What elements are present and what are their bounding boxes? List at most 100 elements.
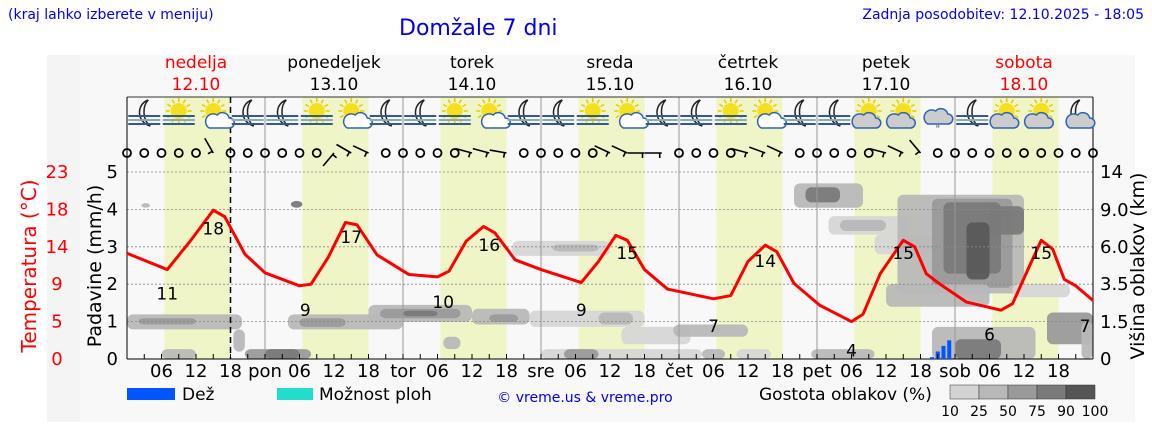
wind-barb-icon	[731, 147, 749, 158]
density-scale-label: 75	[1028, 404, 1046, 420]
calm-wind-icon	[536, 148, 546, 158]
sun-ray	[201, 114, 206, 119]
sun-fog-icon	[576, 98, 609, 125]
precip-tick-label: 1	[107, 312, 118, 333]
calm-wind-icon	[846, 148, 857, 158]
x-tick-label: 06	[150, 361, 173, 382]
calm-wind-icon	[1001, 148, 1012, 158]
barb-tick	[622, 151, 627, 158]
calm-wind-icon	[708, 148, 719, 158]
calm-wind-icon	[311, 148, 322, 158]
barb-tick	[346, 151, 351, 157]
day-date: 14.10	[448, 75, 497, 95]
sun-ray	[217, 99, 221, 104]
calm-wind-icon	[1088, 148, 1098, 158]
sun-ray	[910, 103, 915, 108]
calm-wind-icon	[950, 148, 960, 158]
calm-wind-icon	[380, 148, 391, 158]
density-scale-box	[949, 384, 980, 400]
density-scale-label: 10	[941, 404, 959, 420]
sun-ray	[493, 99, 497, 104]
moon-fog-icon	[266, 99, 299, 127]
barb-tick	[914, 150, 920, 156]
cloud-sun-icon	[851, 98, 882, 129]
sun-ray	[171, 99, 175, 104]
calm-wind-icon	[984, 148, 995, 158]
temp-tick-label: 5	[51, 312, 62, 333]
sun-ray	[496, 103, 501, 108]
sun-ray	[876, 114, 881, 119]
day-name: sreda	[586, 53, 633, 73]
barb-tick	[605, 151, 609, 158]
temperature-label: 11	[156, 285, 178, 305]
cloud-sun-icon	[989, 98, 1020, 129]
moon	[138, 99, 151, 127]
location-hint[interactable]: (kraj lahko izberete v meniju)	[8, 7, 214, 23]
sun-ray	[339, 103, 344, 108]
calm-wind-icon	[277, 148, 288, 158]
cloud-patch	[1081, 322, 1093, 359]
temp-tick-label: 9	[51, 274, 62, 295]
cloud-patch	[736, 349, 771, 359]
x-tick-label: 06	[564, 361, 587, 382]
calm-wind-icon	[294, 148, 305, 158]
sun-ray	[910, 114, 915, 119]
cloud-patch	[966, 222, 990, 280]
sun-ray	[201, 103, 206, 108]
x-day-label: pet	[802, 361, 832, 382]
wind-barb-icon	[594, 145, 611, 158]
cloud-height-tick-label: 6.0	[1100, 237, 1129, 258]
moon-fog-icon	[680, 99, 713, 127]
barb-tick	[485, 152, 489, 158]
sun-ray	[443, 103, 448, 108]
density-scale-label: 25	[970, 404, 988, 420]
sun-ray	[615, 114, 620, 119]
rain-bar	[947, 340, 952, 359]
cloud-patch	[621, 326, 691, 345]
day-name: ponedeljek	[287, 53, 381, 73]
calm-wind-icon	[1019, 148, 1029, 158]
calm-wind-icon	[415, 148, 426, 158]
sun-ray	[462, 103, 467, 108]
calm-wind-icon	[225, 148, 236, 158]
sun-ray	[182, 99, 186, 104]
wind-barb-icon	[472, 147, 490, 158]
temp-axis-label: Temperatura (°C)	[17, 179, 41, 353]
cloud-patch	[1012, 284, 1070, 298]
cloud	[885, 111, 916, 129]
moon-fog-icon	[818, 99, 851, 127]
x-tick-label: 06	[288, 361, 311, 382]
copyright-link[interactable]: © vreme.us & vreme.pro	[497, 390, 672, 406]
calm-wind-icon	[518, 148, 529, 158]
x-tick-label: 12	[323, 361, 346, 382]
barb-tick	[898, 151, 903, 158]
cloud-patch	[141, 203, 150, 208]
showers-legend-label: Možnost ploh	[319, 385, 432, 405]
sun-ray	[861, 99, 865, 104]
moon-fog-icon	[507, 99, 540, 127]
cloud-patch	[989, 206, 1024, 235]
calm-wind-icon	[1070, 148, 1081, 158]
precip-tick-label: 2	[107, 274, 118, 295]
x-tick-label: 18	[633, 361, 656, 382]
calm-wind-icon	[587, 148, 598, 158]
sun-ray	[1014, 114, 1019, 119]
moon	[966, 99, 979, 127]
sun-ray	[1014, 103, 1019, 108]
sun-ray	[719, 103, 724, 108]
x-tick-label: 06	[978, 361, 1001, 382]
x-tick-label: 12	[875, 361, 898, 382]
moon-cloud-icon	[1065, 99, 1096, 129]
sun-ray	[482, 99, 486, 104]
sun-fog-icon	[162, 98, 195, 125]
sun-ray	[734, 99, 738, 104]
sun-ray	[1048, 114, 1053, 119]
sun-ray	[999, 99, 1003, 104]
sun-ray	[596, 99, 600, 104]
precip-tick-label: 4	[107, 199, 118, 220]
sun-fog-icon	[438, 98, 471, 125]
cloud	[1065, 111, 1096, 129]
cloud-patch	[233, 329, 245, 352]
temperature-label: 7	[708, 317, 719, 337]
